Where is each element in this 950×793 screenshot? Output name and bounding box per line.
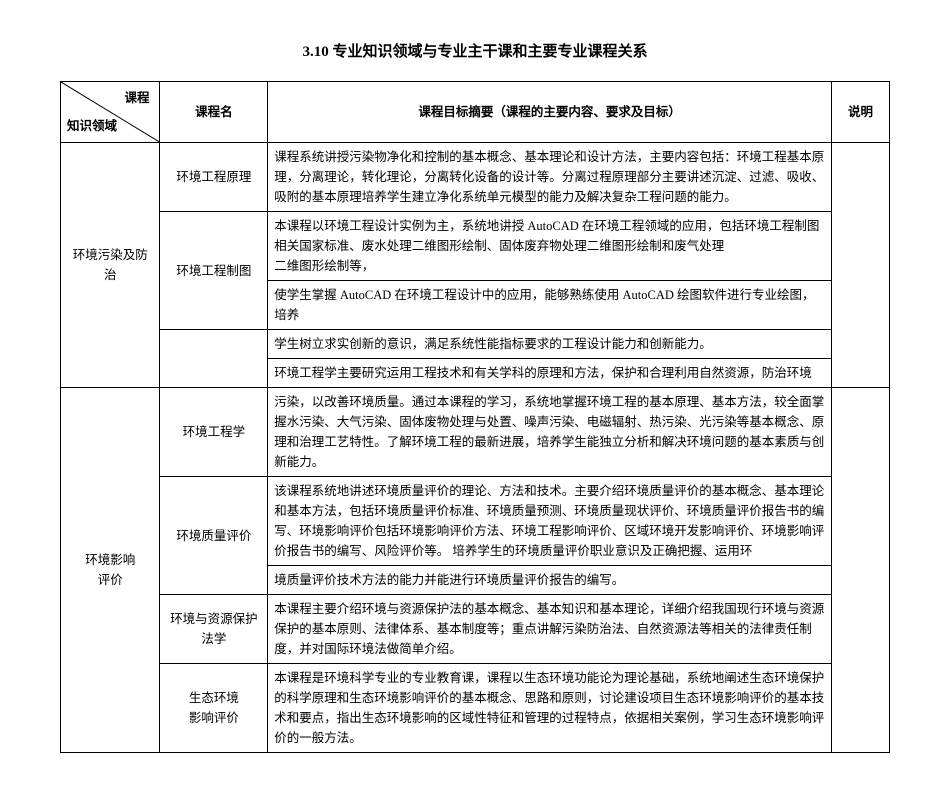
course-cell: 生态环境 影响评价	[160, 664, 268, 753]
domain-cell: 环境影响 评价	[61, 388, 160, 753]
summary-cell: 环境工程学主要研究运用工程技术和有关学科的原理和方法，保护和合理利用自然资源，防…	[268, 359, 832, 388]
course-cell: 环境质量评价	[160, 477, 268, 595]
table-row: 环境工程制图 本课程以环境工程设计实例为主，系统地讲授 AutoCAD 在环境工…	[61, 212, 890, 281]
course-table: 课程 知识领域 课程名 课程目标摘要（课程的主要内容、要求及目标） 说明 环境污…	[60, 81, 890, 753]
table-row: 生态环境 影响评价 本课程是环境科学专业的专业教育课，课程以生态环境功能论为理论…	[61, 664, 890, 753]
summary-cell: 境质量评价技术方法的能力并能进行环境质量评价报告的编写。	[268, 566, 832, 595]
course-cell: 环境与资源保护法学	[160, 595, 268, 664]
table-row: 环境影响 评价 环境工程学 污染，以改善环境质量。通过本课程的学习，系统地掌握环…	[61, 388, 890, 477]
header-diagonal: 课程 知识领域	[61, 82, 160, 143]
course-cell: 环境工程原理	[160, 143, 268, 212]
note-cell	[831, 388, 889, 753]
course-cell	[160, 330, 268, 388]
course-cell: 环境工程学	[160, 388, 268, 477]
header-summary: 课程目标摘要（课程的主要内容、要求及目标）	[268, 82, 832, 143]
summary-cell: 本课程以环境工程设计实例为主，系统地讲授 AutoCAD 在环境工程领域的应用，…	[268, 212, 832, 281]
header-note: 说明	[831, 82, 889, 143]
domain-cell: 环境污染及防治	[61, 143, 160, 388]
page-title: 3.10 专业知识领域与专业主干课和主要专业课程关系	[60, 40, 890, 61]
table-row: 学生树立求实创新的意识，满足系统性能指标要求的工程设计能力和创新能力。	[61, 330, 890, 359]
summary-cell: 使学生掌握 AutoCAD 在环境工程设计中的应用，能够熟练使用 AutoCAD…	[268, 281, 832, 330]
summary-cell: 课程系统讲授污染物净化和控制的基本概念、基本理论和设计方法，主要内容包括：环境工…	[268, 143, 832, 212]
header-course-axis: 课程	[124, 88, 149, 108]
table-header-row: 课程 知识领域 课程名 课程目标摘要（课程的主要内容、要求及目标） 说明	[61, 82, 890, 143]
summary-cell: 本课程主要介绍环境与资源保护法的基本概念、基本知识和基本理论，详细介绍我国现行环…	[268, 595, 832, 664]
course-cell: 环境工程制图	[160, 212, 268, 330]
table-row: 环境污染及防治 环境工程原理 课程系统讲授污染物净化和控制的基本概念、基本理论和…	[61, 143, 890, 212]
table-row: 环境质量评价 该课程系统地讲述环境质量评价的理论、方法和技术。主要介绍环境质量评…	[61, 477, 890, 566]
summary-cell: 污染，以改善环境质量。通过本课程的学习，系统地掌握环境工程的基本原理、基本方法，…	[268, 388, 832, 477]
summary-cell: 该课程系统地讲述环境质量评价的理论、方法和技术。主要介绍环境质量评价的基本概念、…	[268, 477, 832, 566]
summary-cell: 本课程是环境科学专业的专业教育课，课程以生态环境功能论为理论基础，系统地阐述生态…	[268, 664, 832, 753]
table-row: 环境与资源保护法学 本课程主要介绍环境与资源保护法的基本概念、基本知识和基本理论…	[61, 595, 890, 664]
header-course-name: 课程名	[160, 82, 268, 143]
header-domain-axis: 知识领域	[67, 116, 117, 136]
note-cell	[831, 143, 889, 388]
summary-cell: 学生树立求实创新的意识，满足系统性能指标要求的工程设计能力和创新能力。	[268, 330, 832, 359]
